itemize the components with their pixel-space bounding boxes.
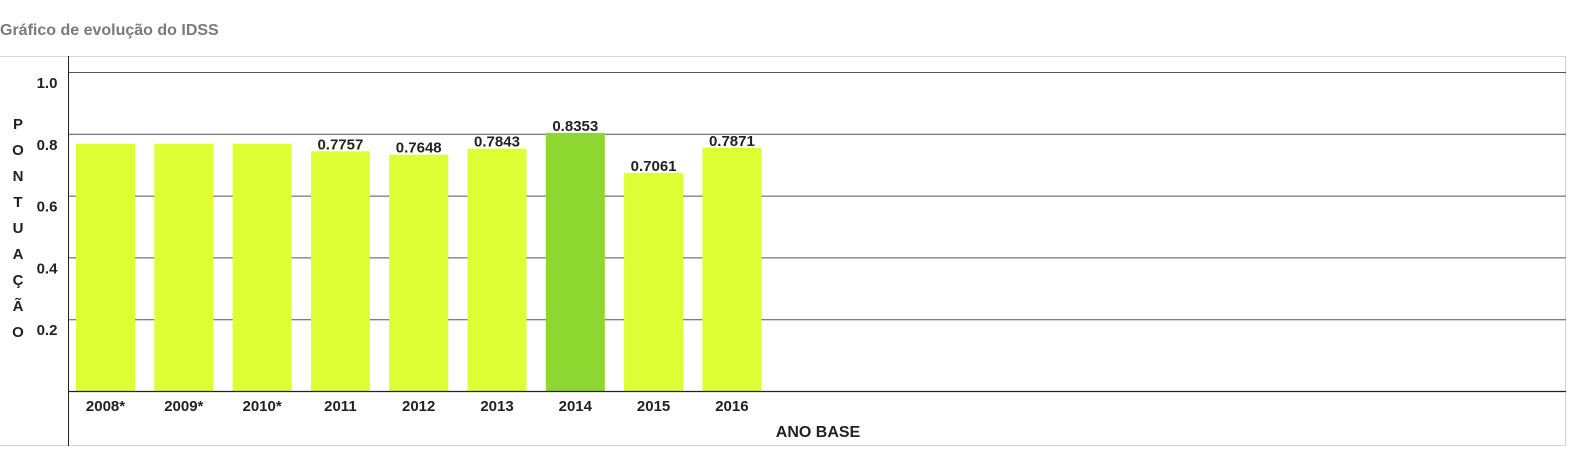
- x-tick-label: 2010*: [242, 398, 281, 415]
- y-axis-label-letter: Ã: [12, 298, 24, 315]
- x-tick-label: 2013: [480, 398, 513, 415]
- bar: [702, 147, 762, 391]
- bar: [232, 143, 292, 391]
- y-tick-label: 0.2: [37, 322, 58, 339]
- bar: [545, 132, 605, 391]
- data-label: 0.7648: [396, 140, 442, 157]
- bar: [154, 143, 214, 391]
- y-axis-label-letter: N: [12, 168, 24, 185]
- y-tick-label: 0.6: [37, 199, 58, 216]
- x-tick-label: 2015: [637, 398, 670, 415]
- data-label: 0.7871: [709, 133, 755, 150]
- x-tick-label: 2014: [559, 398, 593, 415]
- bar: [389, 154, 449, 391]
- x-tick-label: 2008*: [86, 398, 125, 415]
- y-tick-label: 1.0: [37, 75, 58, 92]
- data-label: 0.8353: [552, 118, 598, 135]
- bar: [76, 143, 135, 391]
- y-axis-label-letter: P: [12, 116, 23, 133]
- y-axis-label-letter: T: [13, 194, 23, 211]
- chart-title: Gráfico de evolução do IDSS: [0, 22, 219, 39]
- y-axis-label-letter: O: [12, 324, 24, 341]
- y-axis-label-letter: O: [12, 142, 24, 159]
- y-axis-label-letter: U: [12, 220, 24, 237]
- y-tick-label: 0.4: [37, 260, 59, 277]
- chart-frame: [0, 56, 1566, 446]
- y-axis-label-letter: A: [12, 246, 24, 263]
- data-label: 0.7757: [317, 136, 363, 153]
- x-tick-label: 2012: [402, 398, 435, 415]
- x-axis-label: ANO BASE: [776, 424, 861, 441]
- data-label: 0.7843: [474, 134, 520, 151]
- bar: [624, 172, 684, 391]
- bar: [310, 151, 370, 391]
- x-tick-label: 2016: [715, 398, 748, 415]
- bar: [467, 148, 527, 391]
- x-tick-label: 2009*: [164, 398, 203, 415]
- x-tick-label: 2011: [324, 398, 357, 415]
- data-label: 0.7061: [631, 158, 677, 175]
- y-tick-label: 0.8: [37, 137, 58, 154]
- y-axis-label-letter: Ç: [12, 272, 24, 289]
